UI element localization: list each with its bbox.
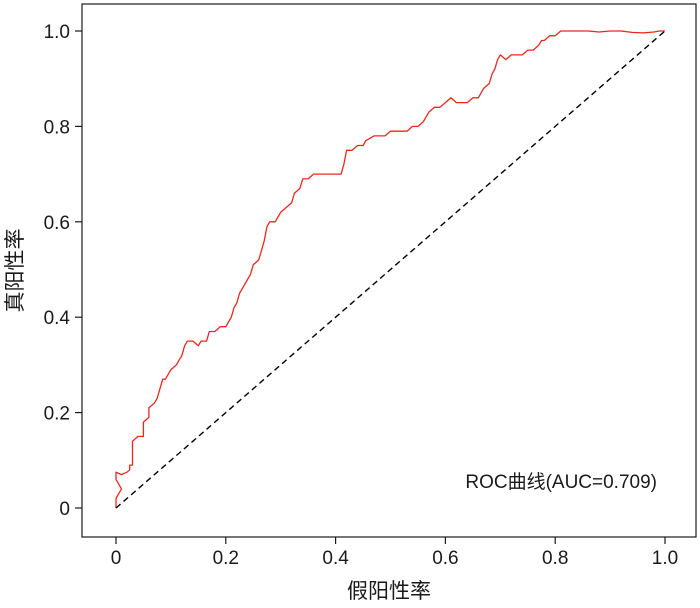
- y-tick-label: 0.8: [44, 117, 70, 138]
- y-axis: 0 0.2 0.4 0.6 0.8 1.0: [44, 22, 82, 520]
- x-tick-label: 0.4: [322, 548, 349, 569]
- plot-frame: [81, 3, 697, 538]
- y-axis-title: 真阳性率: [3, 229, 27, 313]
- x-axis-title: 假阳性率: [347, 579, 431, 603]
- roc-curve-line: [115, 30, 665, 508]
- x-tick-label: 0.2: [213, 548, 239, 569]
- x-axis: 0 0.2 0.4 0.6 0.8 1.0: [111, 537, 678, 569]
- y-tick-label: 0: [59, 499, 70, 520]
- y-tick-label: 0.4: [44, 308, 71, 329]
- x-tick-label: 0.6: [432, 548, 458, 569]
- y-tick-label: 1.0: [44, 22, 70, 43]
- reference-diagonal-line: [115, 30, 666, 509]
- x-tick-label: 1.0: [652, 548, 678, 569]
- x-tick-label: 0.8: [542, 548, 568, 569]
- y-tick-label: 0.6: [44, 213, 70, 234]
- series-layer: [115, 30, 666, 509]
- legend-label: ROC曲线(AUC=0.709): [465, 471, 657, 493]
- y-tick-label: 0.2: [44, 404, 70, 425]
- x-tick-label: 0: [111, 548, 122, 569]
